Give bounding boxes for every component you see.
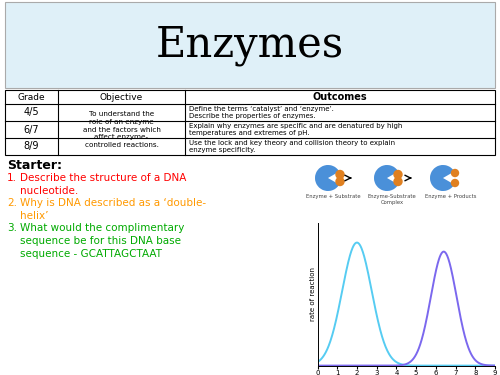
Circle shape [394, 177, 402, 186]
Y-axis label: rate of reaction: rate of reaction [310, 267, 316, 321]
Text: Grade: Grade [18, 93, 46, 102]
Circle shape [336, 171, 344, 178]
Text: 4/5: 4/5 [24, 108, 40, 117]
Wedge shape [430, 165, 454, 191]
Text: Use the lock and key theory and collision theory to explain
enzyme specificity.: Use the lock and key theory and collisio… [189, 140, 395, 153]
Text: Outcomes: Outcomes [312, 92, 368, 102]
Text: 8/9: 8/9 [24, 141, 39, 152]
FancyBboxPatch shape [5, 2, 495, 88]
Circle shape [394, 171, 402, 178]
Text: Why is DNA described as a ‘double-
helix’: Why is DNA described as a ‘double- helix… [20, 198, 206, 221]
Text: 3.: 3. [7, 223, 17, 233]
Text: What would the complimentary
sequence be for this DNA base
sequence - GCATTAGCTA: What would the complimentary sequence be… [20, 223, 184, 260]
Text: To understand the
role of an enzyme
and the factors which
affect enzyme-
control: To understand the role of an enzyme and … [82, 111, 160, 148]
Circle shape [452, 170, 458, 177]
Text: Define the terms ‘catalyst’ and ‘enzyme’.
Describe the properties of enzymes.: Define the terms ‘catalyst’ and ‘enzyme’… [189, 106, 334, 119]
Wedge shape [374, 165, 398, 191]
Circle shape [336, 177, 344, 186]
Text: Enzyme + Substrate: Enzyme + Substrate [306, 194, 360, 199]
Text: 2.: 2. [7, 198, 17, 208]
Text: Objective: Objective [100, 93, 143, 102]
Wedge shape [315, 165, 340, 191]
Text: Enzyme + Products: Enzyme + Products [425, 194, 477, 199]
Text: 6/7: 6/7 [24, 124, 40, 135]
Circle shape [452, 180, 458, 186]
Text: Explain why enzymes are specific and are denatured by high
temperatures and extr: Explain why enzymes are specific and are… [189, 123, 402, 136]
Text: Describe the structure of a DNA
nucleotide.: Describe the structure of a DNA nucleoti… [20, 173, 186, 196]
Text: Enzymes: Enzymes [156, 24, 344, 66]
Text: 1.: 1. [7, 173, 17, 183]
Text: Starter:: Starter: [7, 159, 62, 172]
Text: Enzyme-Substrate
Complex: Enzyme-Substrate Complex [368, 194, 416, 205]
